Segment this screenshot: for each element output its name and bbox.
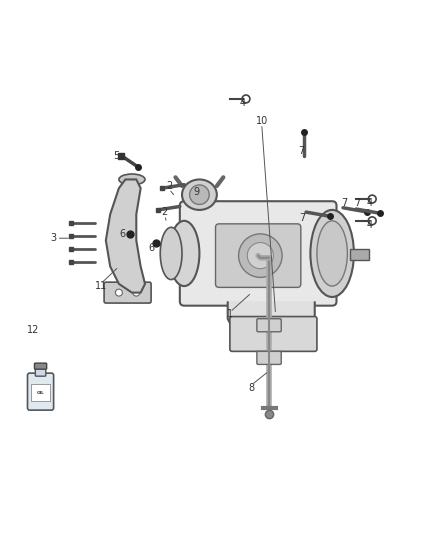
Text: 2: 2 xyxy=(166,181,172,191)
Text: 6: 6 xyxy=(148,243,155,253)
FancyBboxPatch shape xyxy=(35,367,46,376)
FancyBboxPatch shape xyxy=(28,373,53,410)
Text: 1: 1 xyxy=(227,309,233,319)
Circle shape xyxy=(116,289,122,296)
Text: 7: 7 xyxy=(341,198,347,208)
Ellipse shape xyxy=(317,221,347,286)
Text: OIL: OIL xyxy=(37,391,44,395)
FancyBboxPatch shape xyxy=(180,201,336,305)
Bar xyxy=(31,384,50,401)
Text: 5: 5 xyxy=(113,150,120,160)
Text: 4: 4 xyxy=(240,98,246,108)
Circle shape xyxy=(133,289,140,296)
FancyBboxPatch shape xyxy=(230,317,317,351)
FancyBboxPatch shape xyxy=(257,319,281,332)
FancyBboxPatch shape xyxy=(257,351,281,365)
Ellipse shape xyxy=(190,185,209,205)
Text: 7: 7 xyxy=(298,146,304,156)
Text: 7: 7 xyxy=(354,198,360,208)
Text: 12: 12 xyxy=(27,325,39,335)
Ellipse shape xyxy=(247,243,273,269)
Ellipse shape xyxy=(182,180,217,210)
Text: 4: 4 xyxy=(366,220,372,230)
Text: 2: 2 xyxy=(162,207,168,217)
Text: 6: 6 xyxy=(119,229,125,239)
Polygon shape xyxy=(106,180,145,293)
Ellipse shape xyxy=(169,221,199,286)
Text: 11: 11 xyxy=(95,281,107,291)
Ellipse shape xyxy=(311,210,354,297)
Ellipse shape xyxy=(239,234,282,277)
FancyBboxPatch shape xyxy=(215,224,301,287)
Ellipse shape xyxy=(160,228,182,279)
Text: 9: 9 xyxy=(193,187,199,197)
Text: 3: 3 xyxy=(50,233,57,243)
Text: 7: 7 xyxy=(300,213,306,223)
Text: 4: 4 xyxy=(366,198,372,208)
FancyBboxPatch shape xyxy=(104,282,151,303)
FancyBboxPatch shape xyxy=(35,363,47,369)
Text: 8: 8 xyxy=(249,383,255,393)
Ellipse shape xyxy=(119,174,145,185)
Bar xyxy=(350,249,369,260)
Text: 10: 10 xyxy=(255,116,268,126)
PathPatch shape xyxy=(228,301,315,345)
